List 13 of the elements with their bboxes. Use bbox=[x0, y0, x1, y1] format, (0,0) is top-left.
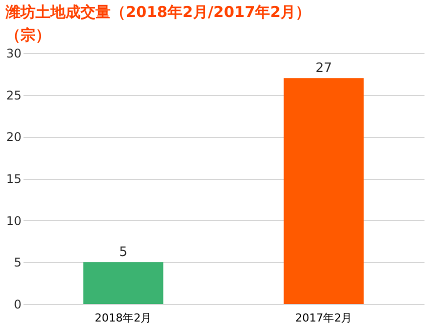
y-tick-label: 15 bbox=[6, 172, 22, 186]
chart-subtitle: （宗） bbox=[6, 26, 51, 44]
x-tick-label: 2017年2月 bbox=[295, 312, 352, 324]
y-tick-label: 30 bbox=[6, 46, 22, 60]
y-tick-label: 0 bbox=[14, 298, 22, 312]
data-label: 27 bbox=[315, 61, 332, 76]
x-tick-label: 2018年2月 bbox=[94, 312, 152, 324]
y-tick-label: 25 bbox=[6, 88, 22, 102]
y-tick-label: 10 bbox=[6, 214, 22, 228]
data-label: 5 bbox=[119, 245, 128, 260]
y-tick-label: 5 bbox=[14, 256, 22, 270]
y-tick-label: 20 bbox=[6, 130, 22, 144]
chart-title: 潍坊土地成交量（2018年2月/2017年2月） bbox=[4, 3, 311, 21]
